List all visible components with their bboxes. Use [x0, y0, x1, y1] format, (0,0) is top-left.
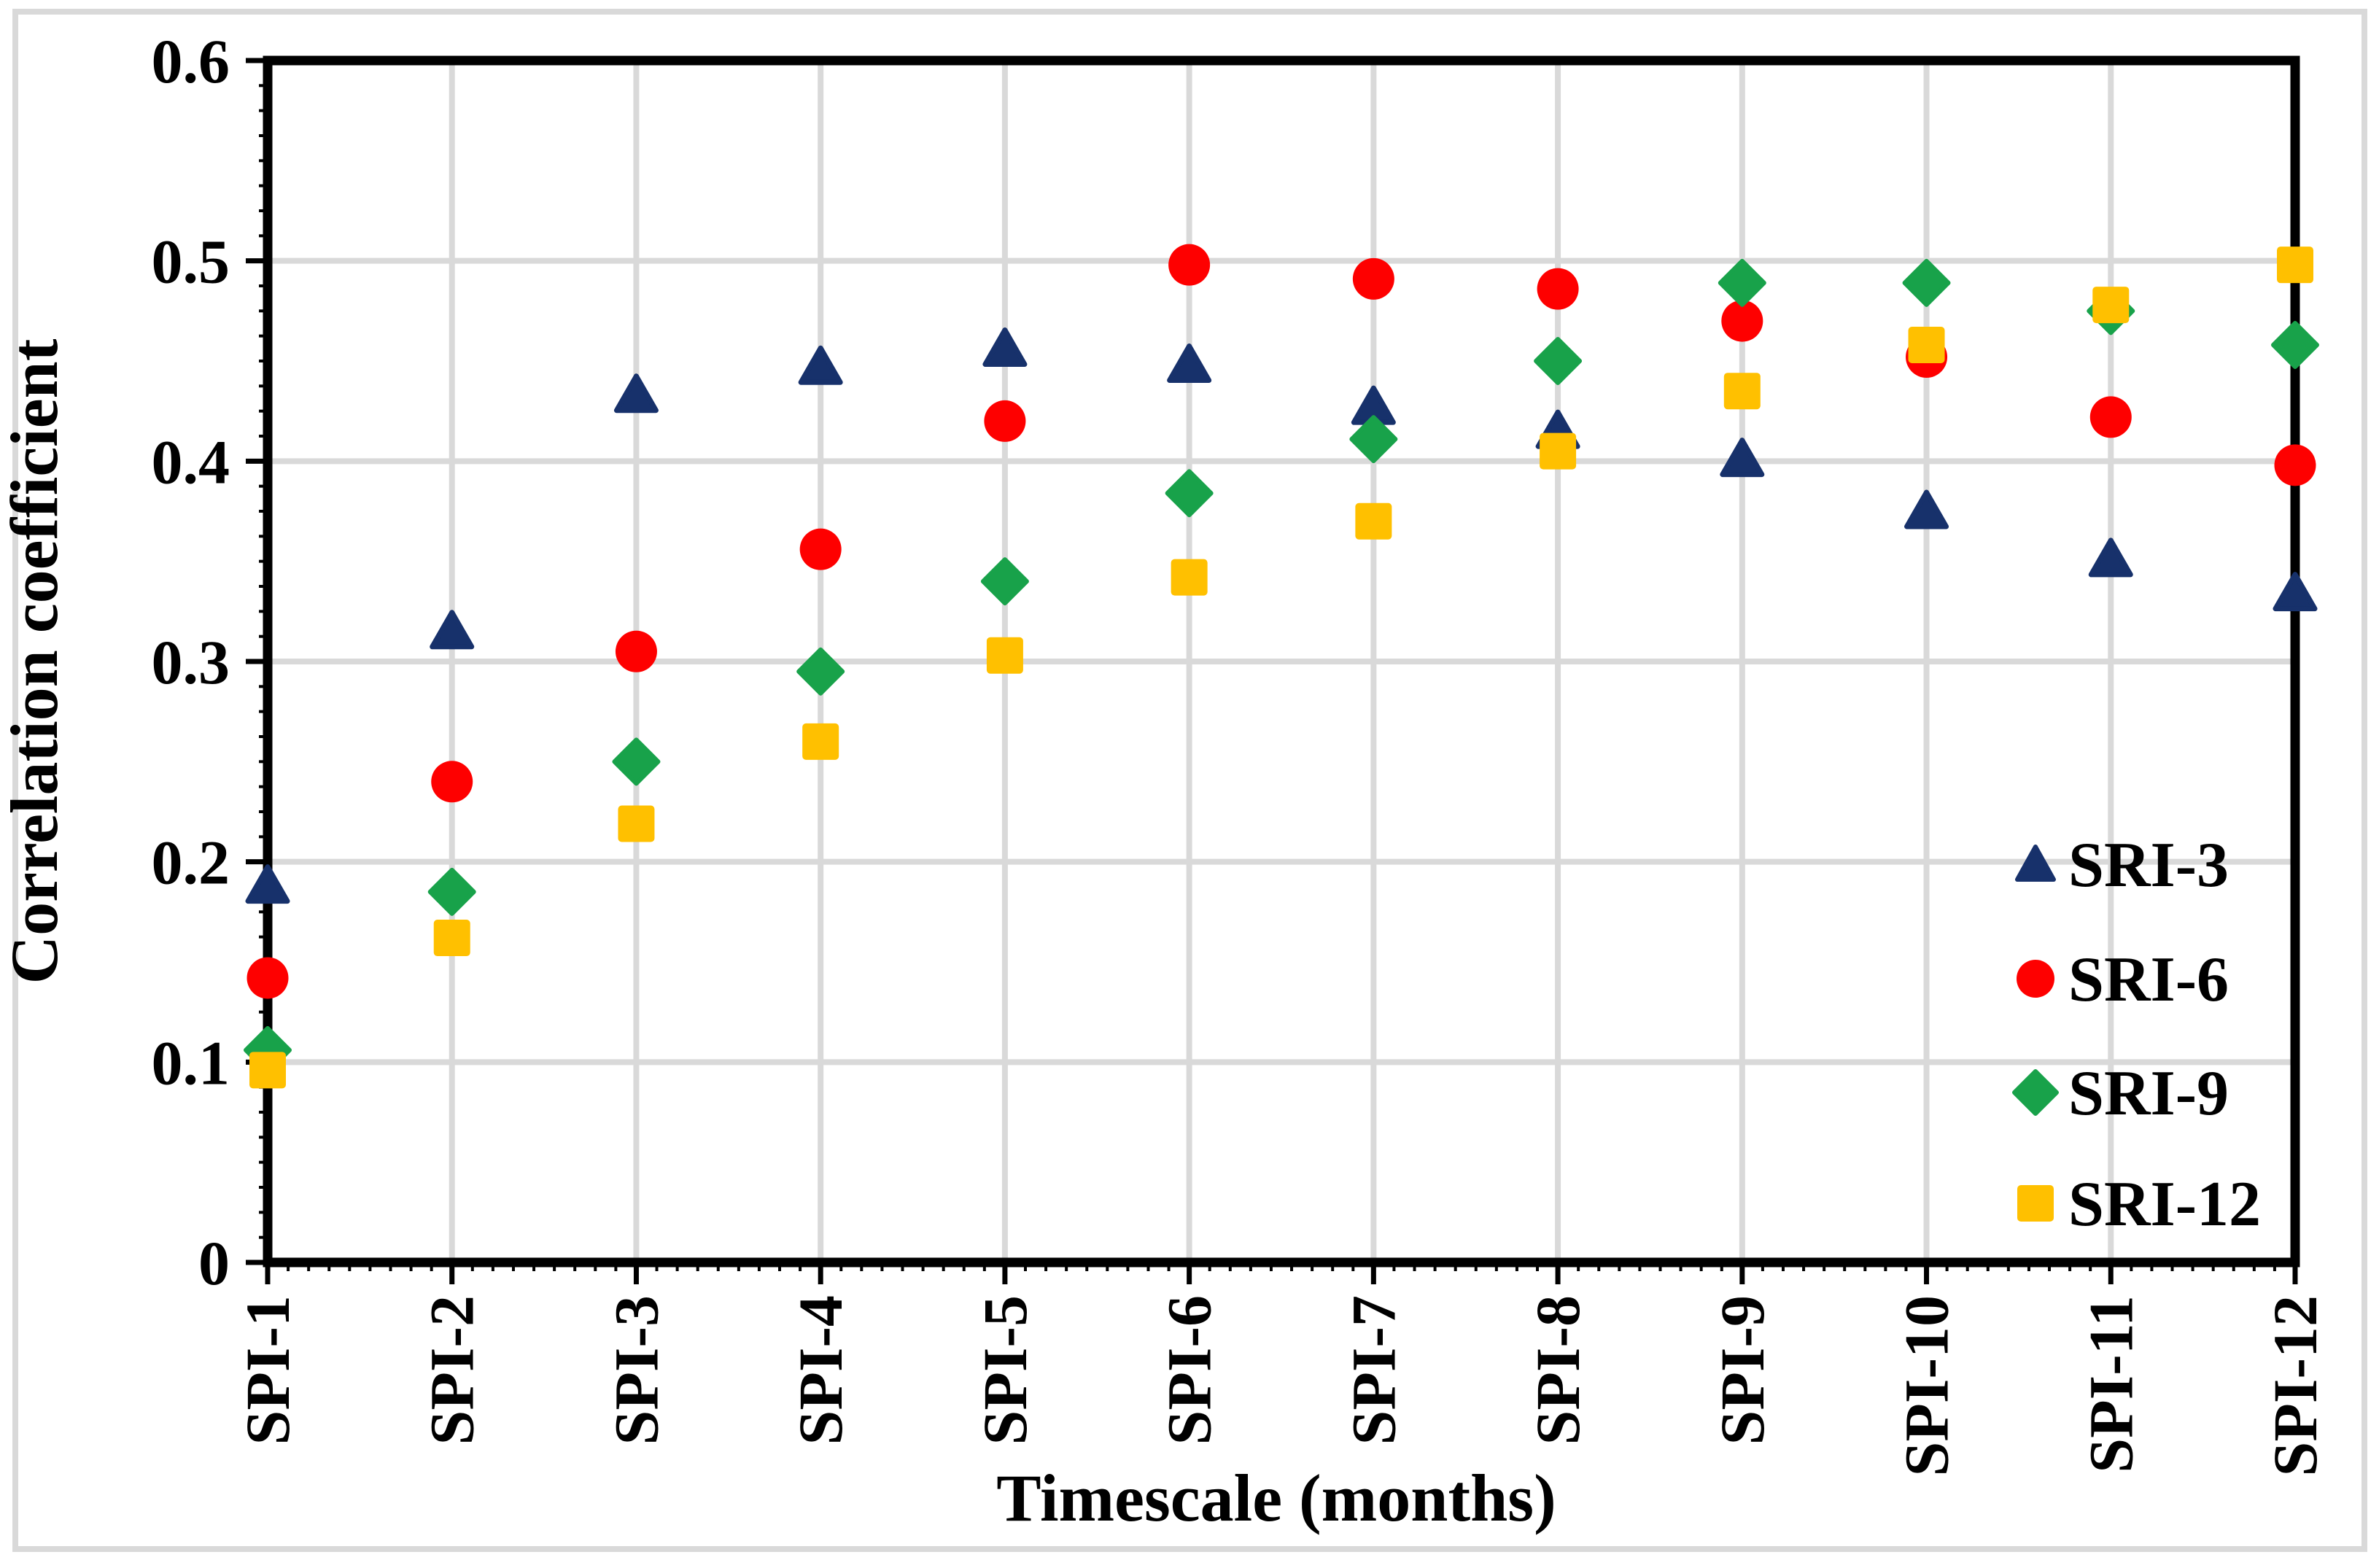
- data-point-SRI-12-SPI-2: [433, 920, 470, 957]
- x-axis-title: Timescale (months): [996, 1461, 1556, 1535]
- x-tick-label: SPI-6: [1154, 1295, 1225, 1445]
- y-tick-label: 0.4: [152, 427, 230, 497]
- x-tick-label: SPI-12: [2260, 1295, 2330, 1476]
- y-tick-label: 0.1: [152, 1028, 230, 1098]
- figure-border: [12, 9, 2367, 1552]
- data-point-SRI-12-SPI-1: [249, 1052, 286, 1089]
- data-point-SRI-3-SPI-1: [245, 864, 290, 904]
- circle-icon: [2017, 960, 2054, 998]
- data-point-SRI-3-SPI-12: [2273, 572, 2318, 612]
- legend-label: SRI-9: [2068, 1058, 2229, 1129]
- data-point-SRI-6-SPI-9: [1721, 300, 1763, 342]
- data-point-SRI-3-SPI-11: [2088, 537, 2133, 578]
- data-point-SRI-3-SPI-4: [798, 345, 843, 385]
- data-point-SRI-6-SPI-12: [2274, 444, 2316, 486]
- data-point-SRI-12-SPI-8: [1540, 432, 1577, 470]
- legend-item-sri-12: SRI-12: [2017, 1169, 2261, 1240]
- legend: SRI-3 SRI-6 SRI-9 SRI-12: [2012, 830, 2261, 1240]
- data-point-SRI-9-SPI-8: [1534, 337, 1583, 385]
- data-point-SRI-9-SPI-6: [1165, 469, 1214, 518]
- data-points: [244, 244, 2319, 1089]
- x-tick-label: SPI-11: [2076, 1295, 2146, 1473]
- diamond-icon: [2012, 1069, 2059, 1116]
- x-tick-label: SPI-3: [601, 1295, 671, 1445]
- y-tick-label: 0.5: [152, 227, 230, 297]
- plot-area-border: [263, 55, 2300, 1268]
- data-point-SRI-9-SPI-9: [1718, 258, 1766, 307]
- triangle-icon: [2015, 845, 2056, 882]
- data-point-SRI-9-SPI-12: [2271, 321, 2319, 370]
- data-point-SRI-12-SPI-3: [618, 805, 655, 842]
- y-tick-label: 0: [198, 1228, 230, 1298]
- y-axis-title: Correlation coefficient: [0, 338, 71, 984]
- data-point-SRI-12-SPI-11: [2092, 287, 2130, 324]
- legend-item-sri-9: SRI-9: [2012, 1058, 2229, 1129]
- y-tick-label: 0.3: [152, 627, 230, 697]
- gridlines: [268, 61, 2295, 1262]
- data-point-SRI-6-SPI-6: [1168, 244, 1211, 286]
- x-tick-label: SPI-4: [785, 1295, 855, 1445]
- x-tick-label: SPI-1: [233, 1295, 303, 1445]
- data-point-SRI-12-SPI-12: [2277, 247, 2313, 284]
- data-point-SRI-12-SPI-7: [1355, 502, 1392, 540]
- data-point-SRI-9-SPI-10: [1902, 258, 1951, 307]
- y-tick-label: 0.6: [152, 26, 230, 96]
- x-tick-label: SPI-8: [1523, 1295, 1593, 1445]
- data-point-SRI-6-SPI-5: [984, 400, 1026, 442]
- y-tick-label: 0.2: [152, 828, 230, 898]
- data-point-SRI-9-SPI-4: [796, 647, 845, 696]
- data-point-SRI-6-SPI-2: [431, 761, 473, 803]
- legend-label: SRI-6: [2068, 944, 2229, 1015]
- x-tick-label: SPI-10: [1892, 1295, 1962, 1476]
- axis-labels: 0 0.1 0.2 0.3 0.4 0.5 0.6 SPI-1 SPI-2 SPI-3 SPI-4 S…: [152, 26, 2331, 1476]
- data-point-SRI-3-SPI-10: [1904, 489, 1949, 529]
- data-point-SRI-12-SPI-5: [986, 637, 1023, 674]
- legend-label: SRI-3: [2068, 830, 2229, 901]
- legend-item-sri-6: SRI-6: [2017, 944, 2229, 1015]
- data-point-SRI-3-SPI-9: [1720, 438, 1765, 478]
- data-point-SRI-3-SPI-2: [430, 610, 475, 650]
- data-point-SRI-12-SPI-9: [1723, 373, 1761, 410]
- x-tick-label: SPI-2: [417, 1295, 487, 1445]
- legend-item-sri-3: SRI-3: [2015, 830, 2229, 901]
- data-point-SRI-6-SPI-11: [2089, 396, 2132, 438]
- data-point-SRI-3-SPI-6: [1167, 343, 1212, 383]
- data-point-SRI-9-SPI-5: [980, 557, 1029, 606]
- data-point-SRI-12-SPI-10: [1908, 327, 1945, 364]
- data-point-SRI-3-SPI-3: [613, 373, 659, 414]
- data-point-SRI-6-SPI-3: [615, 630, 657, 672]
- x-tick-label: SPI-7: [1338, 1295, 1408, 1445]
- x-tick-label: SPI-9: [1707, 1295, 1777, 1445]
- data-point-SRI-6-SPI-8: [1537, 268, 1579, 310]
- data-point-SRI-12-SPI-4: [802, 723, 839, 760]
- x-tick-label: SPI-5: [970, 1295, 1040, 1445]
- data-point-SRI-3-SPI-5: [982, 327, 1028, 368]
- square-icon: [2017, 1185, 2054, 1222]
- data-point-SRI-12-SPI-6: [1171, 559, 1208, 596]
- data-point-SRI-6-SPI-4: [799, 528, 842, 570]
- data-point-SRI-9-SPI-2: [427, 867, 476, 916]
- data-point-SRI-9-SPI-7: [1349, 415, 1398, 464]
- data-point-SRI-9-SPI-3: [612, 737, 661, 786]
- axis-ticks: [246, 58, 2298, 1284]
- data-point-SRI-6-SPI-7: [1352, 257, 1394, 300]
- data-point-SRI-6-SPI-1: [247, 957, 289, 999]
- legend-label: SRI-12: [2068, 1169, 2261, 1240]
